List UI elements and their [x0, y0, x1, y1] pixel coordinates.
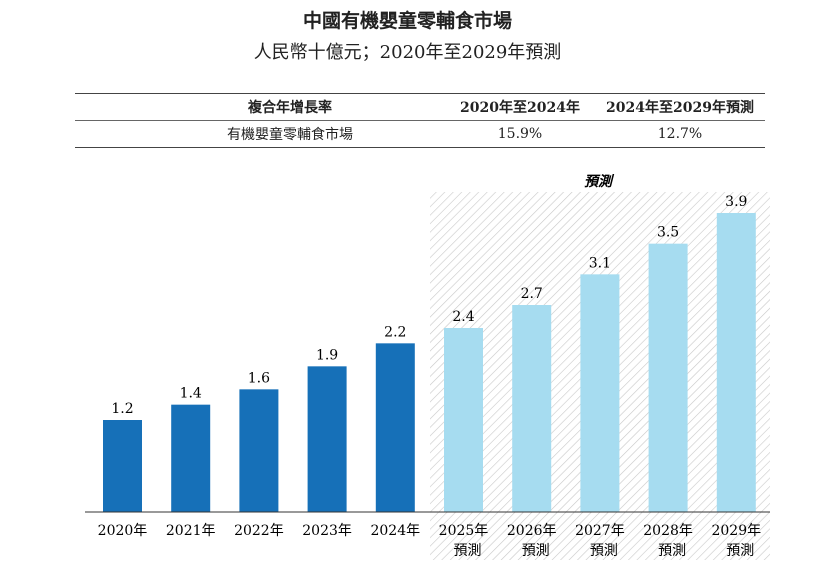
bar-2020年 — [103, 420, 142, 512]
bar-2029年 — [716, 213, 756, 512]
cagr-value-period2: 12.7% — [657, 126, 703, 142]
bar-2024年 — [375, 343, 415, 512]
x-tick-label: 2027年 — [575, 523, 625, 539]
data-label: 1.2 — [111, 401, 133, 417]
bar-2023年 — [307, 366, 347, 512]
bar-2028年 — [648, 243, 688, 512]
bar-2021年 — [171, 404, 211, 512]
x-tick-label: 2026年 — [507, 523, 557, 539]
data-label: 3.5 — [657, 225, 679, 241]
data-label: 2.2 — [384, 324, 406, 340]
data-label: 2.4 — [452, 309, 474, 325]
x-tick-sublabel: 預測 — [658, 543, 686, 559]
data-label: 3.9 — [725, 194, 747, 210]
data-label: 2.7 — [521, 286, 543, 302]
x-tick-label: 2024年 — [370, 523, 420, 539]
x-tick-sublabel: 預測 — [454, 543, 482, 559]
chart-title: 中國有機嬰童零輔食市場 — [302, 10, 512, 32]
cagr-table: 複合年增長率 2020年至2024年 2024年至2029年預測 有機嬰童零輔食… — [75, 93, 765, 148]
x-tick-label: 2020年 — [98, 523, 148, 539]
data-label: 1.9 — [316, 347, 338, 363]
data-label: 1.4 — [180, 386, 202, 402]
cagr-header-row: 複合年增長率 2020年至2024年 2024年至2029年預測 — [75, 93, 765, 121]
x-tick-label: 2022年 — [234, 523, 284, 539]
x-tick-sublabel: 預測 — [590, 543, 618, 559]
x-tick-sublabel: 預測 — [522, 543, 550, 559]
x-tick-label: 2029年 — [711, 523, 761, 539]
data-label: 1.6 — [248, 370, 270, 386]
x-tick-label: 2028年 — [643, 523, 693, 539]
x-tick-sublabel: 預測 — [726, 543, 754, 559]
cagr-row-label: 有機嬰童零輔食市場 — [227, 127, 353, 143]
x-tick-label: 2025年 — [439, 523, 489, 539]
chart-subtitle: 人民幣十億元；2020年至2029年預測 — [253, 42, 562, 63]
cagr-header-period2: 2024年至2029年預測 — [606, 100, 754, 116]
forecast-label: 預測 — [584, 173, 615, 190]
cagr-header-label: 複合年增長率 — [248, 100, 332, 116]
bar-2022年 — [239, 389, 279, 512]
cagr-row: 有機嬰童零輔食市場 15.9% 12.7% — [75, 121, 765, 148]
bar-2025年 — [444, 328, 483, 512]
bar-2026年 — [512, 305, 552, 512]
data-label: 3.1 — [589, 255, 611, 271]
cagr-value-period1: 15.9% — [497, 126, 543, 142]
bar-2027年 — [580, 274, 620, 512]
x-tick-label: 2021年 — [166, 523, 216, 539]
cagr-header-period1: 2020年至2024年 — [460, 100, 580, 116]
x-tick-label: 2023年 — [302, 523, 352, 539]
